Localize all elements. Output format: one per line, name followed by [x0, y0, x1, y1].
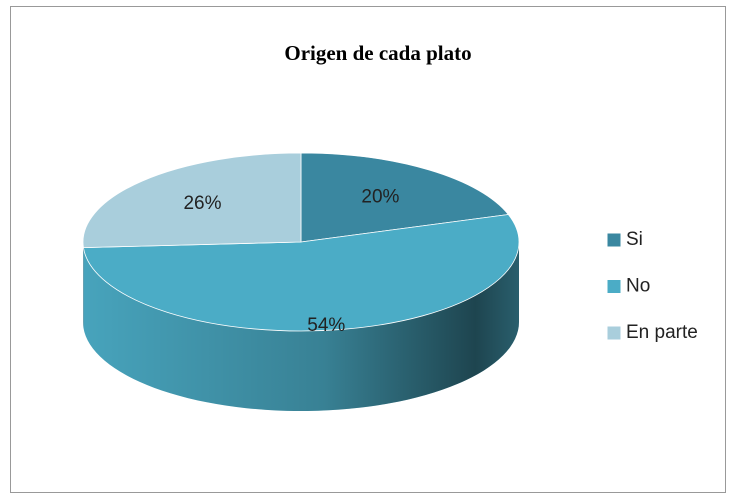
- pie-side-shade: [83, 242, 519, 411]
- legend-swatch: [606, 325, 622, 341]
- legend-swatch: [606, 232, 622, 248]
- data-label: 54%: [307, 315, 345, 336]
- legend-label: En parte: [626, 322, 698, 343]
- chart-title: Origen de cada plato: [284, 41, 471, 65]
- legend-label: No: [626, 276, 650, 297]
- pie-slice: [300, 152, 510, 243]
- pie-slice: [82, 152, 302, 248]
- legend-swatch: [606, 279, 622, 294]
- legend-label: Si: [626, 229, 643, 250]
- pie-slice: [82, 214, 520, 332]
- data-label: 20%: [361, 186, 399, 207]
- data-label: 26%: [183, 193, 221, 214]
